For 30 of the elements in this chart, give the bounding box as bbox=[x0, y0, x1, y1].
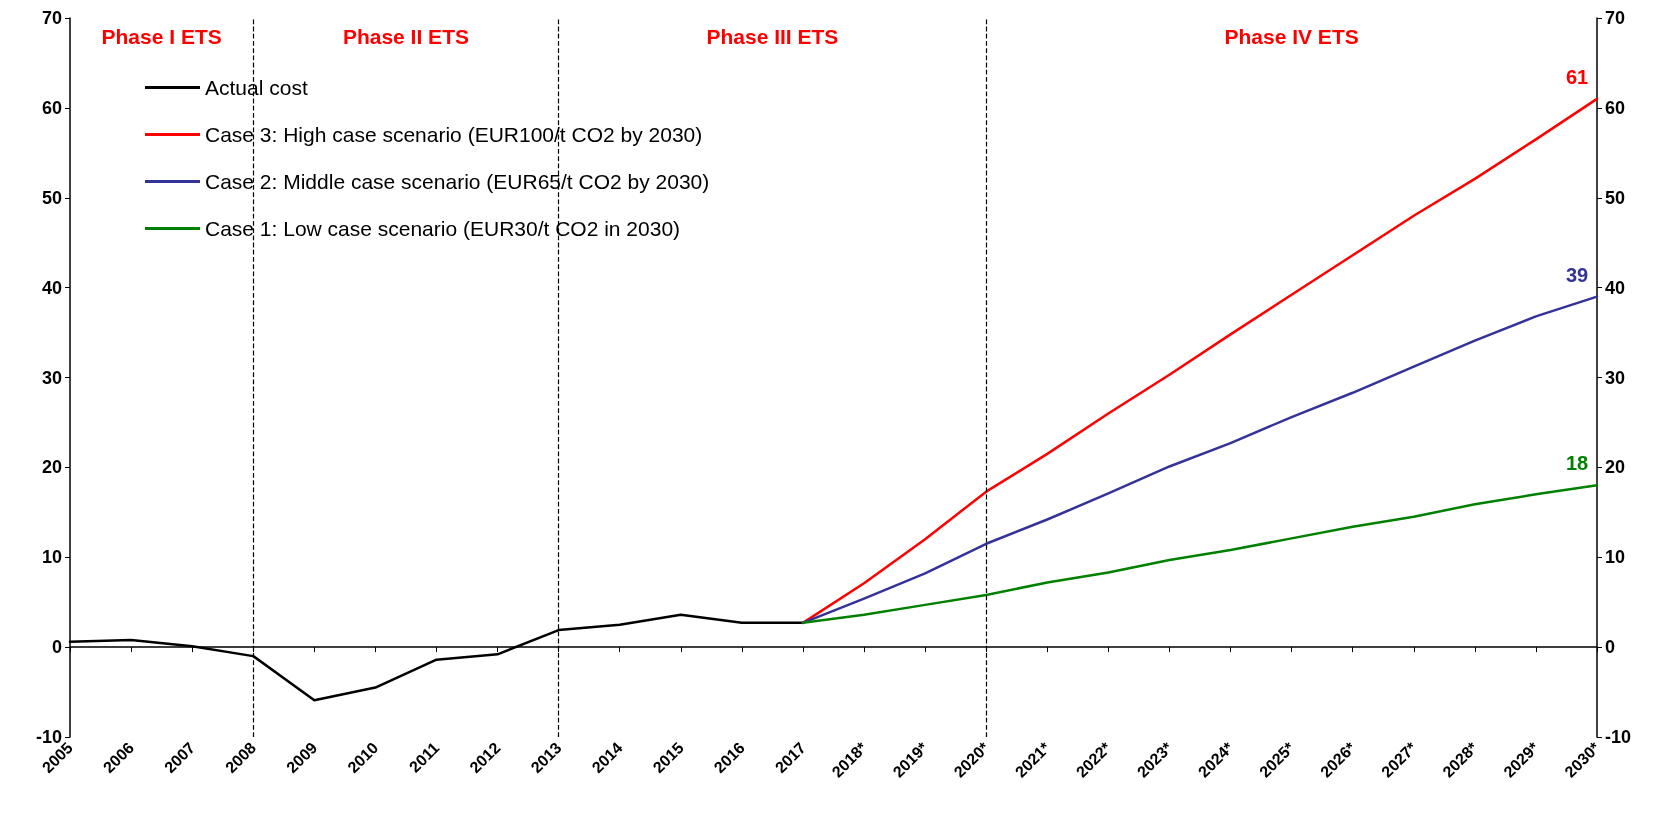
y-tick-label: 50 bbox=[41, 187, 62, 208]
legend-label: Case 1: Low case scenario (EUR30/t CO2 in 2030) bbox=[205, 217, 681, 240]
y2-tick-label: 40 bbox=[1605, 277, 1626, 298]
y-tick-label: 0 bbox=[51, 637, 62, 658]
y-tick-label: 60 bbox=[41, 97, 62, 118]
annotation: Phase I ETS bbox=[101, 25, 222, 48]
y-tick-label: 20 bbox=[41, 457, 62, 478]
y-tick-label: 10 bbox=[41, 547, 62, 568]
y-tick-label: 40 bbox=[41, 277, 62, 298]
y2-tick-label: 20 bbox=[1605, 457, 1626, 478]
y2-tick-label: 10 bbox=[1605, 547, 1626, 568]
annotation: Phase II ETS bbox=[342, 25, 469, 48]
annotation: Phase IV ETS bbox=[1224, 25, 1359, 48]
data-label: 39 bbox=[1565, 263, 1589, 286]
y2-tick-label: 0 bbox=[1605, 637, 1616, 658]
line-series bbox=[801, 484, 1599, 625]
legend-label: Actual cost bbox=[205, 76, 308, 99]
y2-tick-label: -10 bbox=[1605, 727, 1632, 747]
legend-label: Case 3: High case scenario (EUR100/t CO2 by 2030) bbox=[205, 123, 703, 146]
y-tick-label: 70 bbox=[41, 8, 62, 28]
y2-tick-label: 30 bbox=[1605, 367, 1626, 388]
y2-tick-label: 50 bbox=[1605, 187, 1626, 208]
data-label: 18 bbox=[1565, 452, 1589, 475]
y2-tick-label: 70 bbox=[1605, 8, 1626, 28]
data-label: 61 bbox=[1565, 65, 1589, 88]
y2-tick-label: 60 bbox=[1605, 97, 1626, 118]
line-series bbox=[801, 295, 1599, 625]
legend-label: Case 2: Middle case scenario (EUR65/t CO2 by 2030) bbox=[205, 170, 710, 193]
y-tick-label: 30 bbox=[41, 367, 62, 388]
annotation: Phase III ETS bbox=[706, 25, 839, 48]
